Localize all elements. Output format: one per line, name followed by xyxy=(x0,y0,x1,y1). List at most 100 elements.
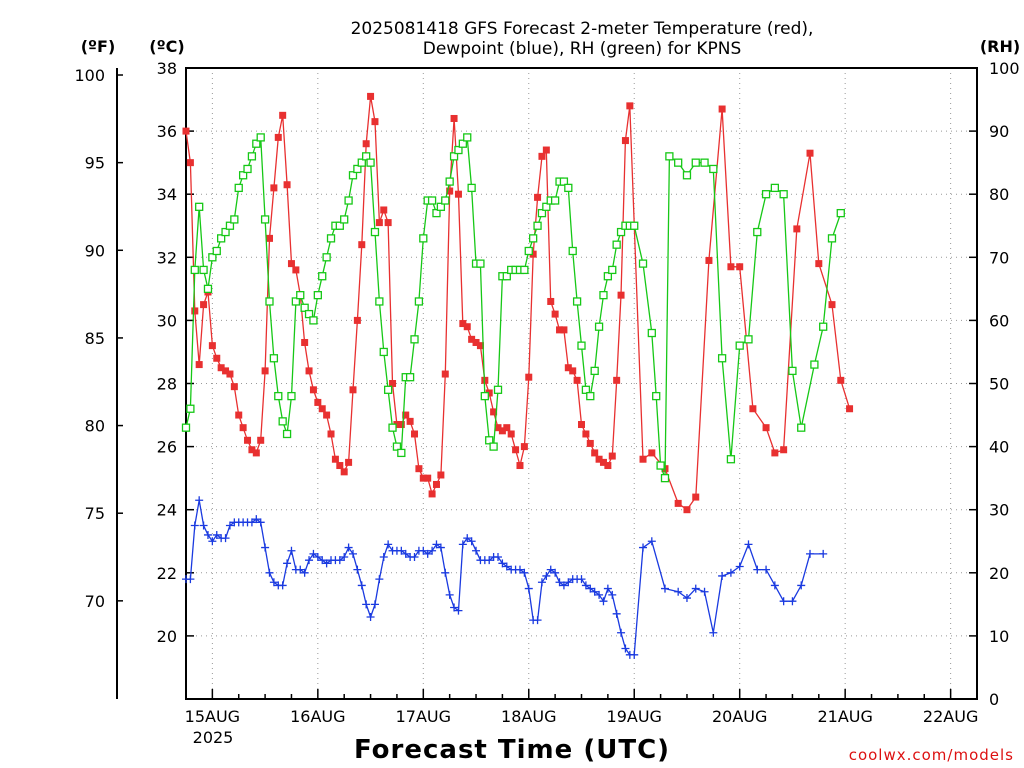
temperature-point xyxy=(573,376,581,384)
temperature-point xyxy=(314,398,322,406)
temperature-point xyxy=(305,367,313,375)
rh-point xyxy=(489,442,498,451)
dewpoint-point xyxy=(709,628,718,637)
rh-point xyxy=(726,455,736,464)
temperature-point xyxy=(551,310,559,318)
dewpoint-point xyxy=(819,549,828,558)
x-tick-label: 15AUG xyxy=(185,707,240,726)
temperature-point xyxy=(402,411,410,419)
temperature-point xyxy=(230,383,238,391)
chart-title-line-1: 2025081418 GFS Forecast 2-meter Temperat… xyxy=(351,19,814,39)
rh-point xyxy=(753,227,762,237)
temperature-point xyxy=(195,361,203,369)
dewpoint-point xyxy=(366,612,375,621)
dewpoint-point xyxy=(454,606,463,615)
rh-point xyxy=(441,196,450,205)
dewpoint-point xyxy=(305,556,314,565)
dewpoint-point xyxy=(450,603,459,612)
temperature-point xyxy=(692,493,700,501)
celsius-tick-label: 20 xyxy=(157,627,177,646)
celsius-tick-label: 26 xyxy=(157,438,177,457)
rh-point xyxy=(274,391,283,401)
rh-point xyxy=(476,259,485,268)
temperature-point xyxy=(595,455,603,463)
rh-point xyxy=(603,272,613,281)
temperature-point xyxy=(301,338,309,346)
dewpoint-point xyxy=(261,543,270,552)
fahrenheit-tick-label: 95 xyxy=(85,154,105,173)
rh-point xyxy=(485,436,494,445)
rh-point xyxy=(181,423,191,432)
dewpoint-point xyxy=(564,578,573,587)
temperature-point xyxy=(279,111,287,119)
dewpoint-point xyxy=(348,549,357,558)
rh-point xyxy=(827,234,837,243)
celsius-tick-label: 24 xyxy=(157,501,177,520)
temperature-point xyxy=(683,506,691,514)
rh-point xyxy=(304,309,314,319)
temperature-point xyxy=(617,291,625,299)
temperature-point xyxy=(252,449,260,457)
temperature-point xyxy=(494,424,502,432)
dewpoint-point xyxy=(494,553,503,562)
temperature-point xyxy=(512,446,520,454)
rh-point xyxy=(608,265,617,275)
celsius-tick-label: 38 xyxy=(157,59,177,78)
rh-unit-label: (RH) xyxy=(980,37,1020,56)
temperature-point xyxy=(349,386,357,394)
celsius-tick-label: 22 xyxy=(157,564,177,583)
dewpoint-point xyxy=(190,521,199,530)
series-layer xyxy=(181,92,854,659)
rh-point xyxy=(520,265,529,275)
dewpoint-point xyxy=(577,575,586,584)
dewpoint-point xyxy=(441,568,450,577)
rh-point xyxy=(665,152,674,161)
temperature-point xyxy=(415,465,423,473)
dewpoint-point xyxy=(735,562,744,571)
rh-point xyxy=(594,322,604,331)
temperature-point xyxy=(498,427,506,435)
rh-tick-label: 30 xyxy=(989,501,1009,520)
rh-point xyxy=(788,366,797,376)
dewpoint-point xyxy=(682,594,691,603)
dewpoint-point xyxy=(542,571,551,580)
rh-point xyxy=(291,297,301,306)
dewpoint-point xyxy=(362,600,371,609)
rh-point xyxy=(797,423,806,432)
rh-point xyxy=(260,215,270,224)
rh-point xyxy=(612,240,621,249)
x-tick-label: 21AUG xyxy=(817,707,872,726)
rh-point xyxy=(348,171,358,180)
temperature-point xyxy=(200,301,208,309)
rh-point xyxy=(318,272,327,281)
dewpoint-point xyxy=(199,521,208,530)
rh-point xyxy=(674,158,683,167)
rh-point xyxy=(221,227,230,237)
rh-point xyxy=(502,272,511,281)
dewpoint-point xyxy=(467,537,476,546)
rh-point xyxy=(616,227,626,237)
temperature-point xyxy=(516,462,524,470)
temperature-point xyxy=(331,455,339,463)
temperature-point xyxy=(419,474,427,482)
rh-tick-label: 10 xyxy=(989,627,1009,646)
temperature-point xyxy=(309,386,317,394)
rh-point xyxy=(247,152,257,161)
temperature-point xyxy=(393,421,401,429)
dewpoint-point xyxy=(660,584,669,593)
dewpoint-point xyxy=(555,578,564,587)
temperature-point xyxy=(582,430,590,438)
celsius-tick-label: 32 xyxy=(157,248,177,267)
rh-point xyxy=(700,158,709,167)
rh-point xyxy=(652,391,661,401)
rh-point xyxy=(353,164,362,174)
temperature-point xyxy=(705,256,713,264)
rh-point xyxy=(761,190,771,199)
temperature-point xyxy=(490,408,498,416)
temperature-point xyxy=(450,114,458,122)
temperature-point xyxy=(556,326,564,334)
rh-point xyxy=(550,196,560,205)
rh-tick-label: 70 xyxy=(989,248,1009,267)
rh-point xyxy=(379,347,388,357)
rh-tick-label: 80 xyxy=(989,185,1009,204)
